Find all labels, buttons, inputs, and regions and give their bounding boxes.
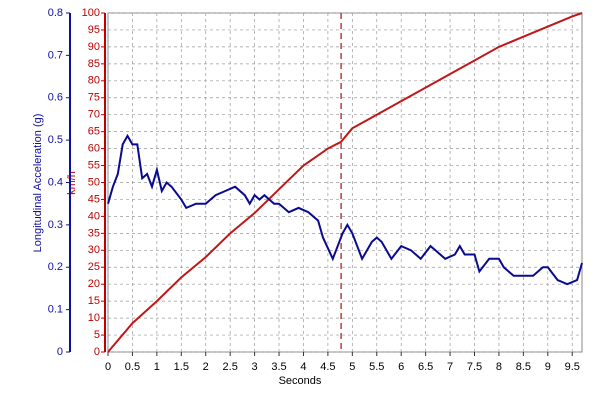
y-tick-label: 0.2 — [48, 261, 63, 273]
x-tick-label: 2 — [203, 361, 209, 373]
y2-tick-label: 100 — [82, 7, 100, 19]
y-axis-label: Longitudinal Acceleration (g) — [32, 114, 44, 253]
y2-tick-label: 25 — [88, 261, 100, 273]
y-tick-label: 0.6 — [48, 92, 63, 104]
y-tick-label: 0.1 — [48, 304, 63, 316]
y2-tick-label: 40 — [88, 210, 100, 222]
y2-tick-label: 50 — [88, 176, 100, 188]
x-tick-label: 3.5 — [271, 361, 286, 373]
y2-tick-label: 55 — [88, 159, 100, 171]
y2-tick-label: 85 — [88, 58, 100, 70]
y2-tick-label: 35 — [88, 227, 100, 239]
x-tick-label: 0 — [105, 361, 111, 373]
x-tick-label: 7 — [447, 361, 453, 373]
y2-tick-label: 0 — [94, 346, 100, 358]
x-tick-label: 6.5 — [418, 361, 433, 373]
y2-tick-label: 20 — [88, 278, 100, 290]
x-tick-label: 4.5 — [320, 361, 335, 373]
x-tick-label: 2.5 — [223, 361, 238, 373]
x-tick-label: 8 — [496, 361, 502, 373]
line-series — [107, 12, 583, 353]
y2-tick-label: 30 — [88, 244, 100, 256]
y2-tick-label: 60 — [88, 143, 100, 155]
y2-tick-label: 45 — [88, 193, 100, 205]
y2-tick-label: 90 — [88, 41, 100, 53]
y2-tick-label: 5 — [94, 329, 100, 341]
x-tick-label: 0.5 — [125, 361, 140, 373]
x-tick-label: 5 — [349, 361, 355, 373]
y-tick-label: 0.8 — [48, 7, 63, 19]
y2-tick-label: 80 — [88, 75, 100, 87]
x-tick-label: 4 — [300, 361, 306, 373]
x-tick-label: 8.5 — [516, 361, 531, 373]
x-tick-label: 1 — [154, 361, 160, 373]
y2-tick-label: 15 — [88, 295, 100, 307]
y2-tick-label: 95 — [88, 24, 100, 36]
x-tick-label: 5.5 — [369, 361, 384, 373]
x-tick-label: 1.5 — [174, 361, 189, 373]
y2-tick-label: 70 — [88, 109, 100, 121]
y2-tick-label: 10 — [88, 312, 100, 324]
y-tick-label: 0.7 — [48, 49, 63, 61]
y-tick-label: 0 — [57, 346, 63, 358]
x-tick-label: 9 — [545, 361, 551, 373]
x-tick-label: 9.5 — [565, 361, 580, 373]
y-tick-label: 0.3 — [48, 219, 63, 231]
x-tick-label: 6 — [398, 361, 404, 373]
y2-axis-label: km/h — [66, 171, 78, 195]
y-tick-label: 0.5 — [48, 134, 63, 146]
y2-tick-label: 75 — [88, 92, 100, 104]
x-axis-label: Seconds — [279, 375, 322, 387]
x-tick-label: 7.5 — [467, 361, 482, 373]
line-series — [107, 133, 583, 286]
y2-tick-label: 65 — [88, 126, 100, 138]
y-tick-label: 0.4 — [48, 176, 63, 188]
x-tick-label: 3 — [252, 361, 258, 373]
